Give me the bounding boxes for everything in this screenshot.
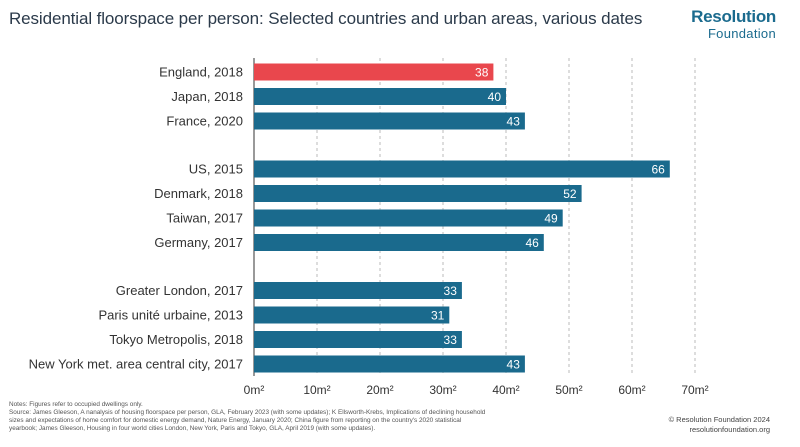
footer: © Resolution Foundation 2024 resolutionf… (669, 415, 770, 435)
x-tick-label: 30m² (429, 383, 456, 397)
category-label: Denmark, 2018 (154, 186, 243, 201)
x-tick-label: 0m² (244, 383, 265, 397)
bar (254, 112, 525, 130)
bar (254, 234, 544, 251)
data-label: 33 (444, 284, 458, 298)
brand-subname: Foundation (707, 26, 776, 41)
bar (254, 306, 450, 324)
bar (254, 88, 506, 105)
category-label: France, 2020 (166, 114, 243, 129)
data-label: 43 (507, 358, 521, 372)
category-label: New York met. area central city, 2017 (29, 357, 243, 372)
data-label: 43 (507, 115, 521, 129)
category-label: Paris unité urbaine, 2013 (98, 308, 243, 323)
category-label: Japan, 2018 (171, 89, 243, 104)
chart-notes: Notes: Figures refer to occupied dwellin… (9, 401, 609, 433)
x-tick-label: 70m² (681, 383, 708, 397)
bar (254, 63, 494, 81)
brand-logo: Resolution Foundation (691, 8, 776, 40)
x-tick-label: 20m² (366, 383, 393, 397)
data-label: 31 (431, 309, 445, 323)
bar (254, 331, 462, 348)
x-tick-label: 10m² (303, 383, 330, 397)
data-label: 66 (651, 163, 665, 177)
notes-line: Notes: Figures refer to occupied dwellin… (9, 401, 143, 408)
copyright-text: © Resolution Foundation 2024 (668, 415, 770, 424)
bar (254, 160, 670, 178)
source-line: yearbook; James Gleeson, Housing in four… (9, 425, 376, 432)
data-label: 46 (525, 236, 539, 250)
data-label: 33 (444, 333, 458, 347)
source-line: sizes and expectations of home comfort f… (9, 417, 462, 424)
category-label: Germany, 2017 (154, 235, 243, 250)
brand-name: Resolution (691, 7, 776, 26)
data-label: 40 (488, 90, 502, 104)
category-label: Greater London, 2017 (116, 283, 243, 298)
chart-title: Residential floorspace per person: Selec… (9, 9, 643, 28)
data-label: 38 (475, 66, 489, 80)
bar (254, 185, 582, 202)
bar (254, 355, 525, 373)
bar (254, 209, 563, 227)
category-label: Tokyo Metropolis, 2018 (109, 332, 243, 347)
bar (254, 282, 462, 299)
x-tick-label: 40m² (492, 383, 519, 397)
category-label: England, 2018 (159, 65, 243, 80)
footer-url: resolutionfoundation.org (689, 425, 770, 434)
data-label: 49 (544, 212, 558, 226)
category-label: US, 2015 (189, 162, 243, 177)
category-label: Taiwan, 2017 (166, 211, 243, 226)
source-line: Source: James Gleeson, A nanalysis of ho… (9, 409, 486, 416)
x-tick-label: 50m² (555, 383, 582, 397)
data-label: 52 (563, 187, 577, 201)
x-tick-label: 60m² (618, 383, 645, 397)
